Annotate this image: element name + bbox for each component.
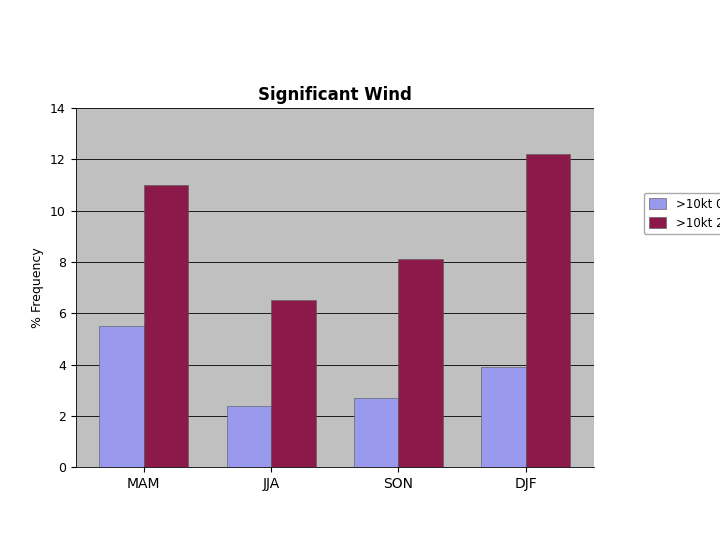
Bar xyxy=(227,406,271,467)
Bar xyxy=(526,154,570,467)
Text: Sally Pavlow: Sally Pavlow xyxy=(616,500,680,510)
Text: 10/16/2021: 10/16/2021 xyxy=(9,500,68,510)
Text: observations in which the event occurred over the 30 year: observations in which the event occurred… xyxy=(104,515,410,525)
Text: Climatology: Climatology xyxy=(13,29,292,71)
Bar xyxy=(481,367,526,467)
Y-axis label: % Frequency: % Frequency xyxy=(32,247,45,328)
Title: Significant Wind: Significant Wind xyxy=(258,86,412,104)
Legend: >10kt 020-080, >10kt 200-260: >10kt 020-080, >10kt 200-260 xyxy=(644,193,720,234)
Bar xyxy=(354,398,398,467)
Bar xyxy=(99,326,144,467)
Text: These frequencies represent the percent of hourly: These frequencies represent the percent … xyxy=(104,500,366,510)
Text: period of record: period of record xyxy=(104,530,188,540)
Bar xyxy=(271,300,315,467)
Bar xyxy=(144,185,189,467)
Bar xyxy=(398,259,443,467)
